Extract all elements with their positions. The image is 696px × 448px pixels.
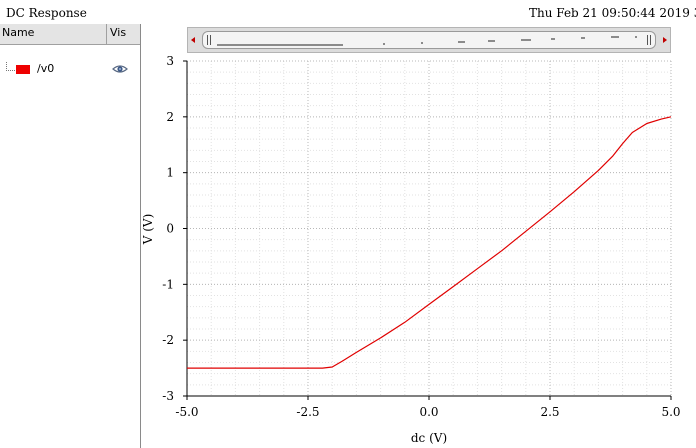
signal-list-header: Name Vis — [0, 24, 140, 45]
arrow-left-icon[interactable] — [191, 37, 195, 43]
tree-connector — [6, 62, 15, 71]
thumb-grip-right[interactable] — [647, 35, 648, 45]
arrow-right-icon[interactable] — [663, 37, 667, 43]
x-tick-label: -2.5 — [296, 405, 319, 419]
y-tick-label: -2 — [162, 333, 174, 347]
major-grid — [186, 60, 672, 397]
window-title: DC Response — [6, 6, 87, 20]
eye-icon[interactable] — [112, 64, 128, 74]
x-tick-label: -5.0 — [175, 405, 198, 419]
tick-labels: 3 2 1 0 -1 -2 -3-5.0 -2.5 0.0 2.5 5.0 — [162, 54, 680, 419]
x-axis-label: dc (V) — [411, 431, 447, 445]
x-tick-label: 0.0 — [419, 405, 438, 419]
y-tick-label: 1 — [166, 166, 174, 180]
signal-name[interactable]: /v0 — [37, 62, 55, 75]
scroll-thumb[interactable] — [202, 31, 656, 49]
x-tick-label: 5.0 — [661, 405, 680, 419]
column-separator[interactable] — [106, 24, 107, 44]
signal-list-panel: Name Vis /v0 — [0, 24, 141, 448]
axes — [183, 60, 672, 400]
y-tick-label: -3 — [162, 389, 174, 403]
y-tick-label: 3 — [166, 54, 174, 68]
y-tick-label: 0 — [166, 222, 174, 236]
y-axis-label: V (V) — [141, 214, 155, 246]
overview-trace — [217, 36, 637, 46]
x-scrollbar[interactable] — [187, 27, 671, 53]
column-header-vis[interactable]: Vis — [110, 26, 127, 39]
x-tick-label: 2.5 — [540, 405, 559, 419]
series-line-v0 — [187, 116, 672, 369]
y-tick-label: 2 — [166, 110, 174, 124]
thumb-grip-left[interactable] — [210, 35, 211, 45]
y-tick-label: -1 — [162, 277, 174, 291]
signal-color-swatch — [16, 65, 30, 74]
column-header-name[interactable]: Name — [2, 26, 35, 39]
thumb-grip-left[interactable] — [207, 35, 208, 45]
timestamp: Thu Feb 21 09:50:44 2019 3 — [529, 6, 696, 20]
traces — [187, 116, 672, 369]
thumb-grip-right[interactable] — [650, 35, 651, 45]
